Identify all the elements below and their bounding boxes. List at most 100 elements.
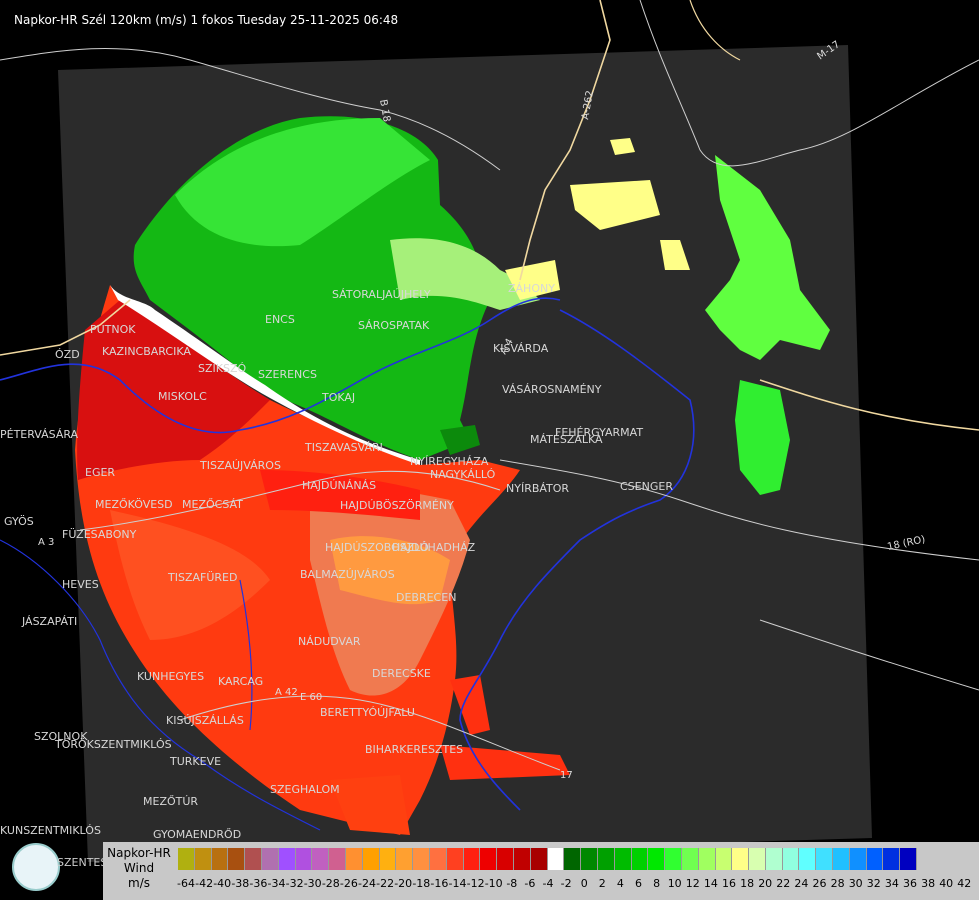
legend-tick: 36 [903,877,917,890]
city-szerencs: SZERENCS [258,368,317,381]
legend-swatch [799,848,817,870]
map-title: Napkor-HR Szél 120km (m/s) 1 fokos Tuesd… [14,13,399,27]
legend-swatch [816,848,834,870]
city-kunszentmiklos: KUNSZENTMIKLÓS [0,824,101,837]
city-karcag: KARCAG [218,675,263,688]
legend-swatch [782,848,800,870]
legend-swatch [849,848,867,870]
legend-swatch [665,848,682,870]
legend-swatch [396,848,414,870]
road-a3: A 3 [38,537,54,548]
legend-swatch [211,848,229,870]
city-nadudvar: NÁDUDVAR [298,635,361,648]
legend-swatch [429,848,447,870]
legend-tick: -18 [412,877,431,890]
city-kisujszallas: KISÚJSZÁLLÁS [166,714,244,727]
legend-tick: 40 [939,877,954,890]
legend-swatch [312,848,330,870]
city-torokszentmiklos: TÖRÖKSZENTMIKLÓS [54,738,172,751]
legend-swatch [715,848,733,870]
legend-tick: -28 [321,877,340,890]
legend-tick: -64 [177,877,195,890]
legend-swatch [883,848,901,870]
city-szolnok: SZOLNOK [34,730,88,743]
legend-tick: -32 [285,877,304,890]
city-nyiregyhaza: NYÍREGYHÁZA [410,455,489,468]
city-tokaj: TOKAJ [321,391,355,404]
legend-unit: m/s [128,876,150,890]
wind-legend: Napkor-HR Wind m/s -64 -42 -40 -38 -36 -34 -32… [103,842,979,900]
city-gyomaendrod: GYOMAENDRŐD [153,827,241,841]
city-vasarosnameny: VÁSÁROSNAMÉNY [502,383,602,396]
legend-swatch [329,848,346,870]
legend-swatch [900,848,918,870]
legend-tick: -16 [430,877,449,890]
legend-swatch [765,848,783,870]
city-kisvarda: KISVÁRDA [493,342,549,355]
legend-swatch [278,848,296,870]
city-balmazujvaros: BALMAZÚJVÁROS [300,568,395,581]
city-miskolc: MISKOLC [158,390,207,403]
legend-tick: 24 [794,877,809,890]
city-kazincbarcika: KAZINCBARCIKA [102,345,191,358]
legend-swatch [261,848,279,870]
legend-tick: 18 [740,877,755,890]
legend-swatch [597,848,615,870]
legend-swatch [345,848,363,870]
city-mateszalka: MÁTÉSZALKA [530,433,603,446]
legend-swatch [581,848,598,870]
legend-tick: -22 [376,877,395,890]
legend-tick: 12 [685,877,700,890]
legend-swatch [631,848,649,870]
legend-title-line1: Napkor-HR [107,846,171,860]
city-nagykallo: NAGYKÁLLÓ [430,468,496,481]
legend-tick: 2 [598,877,606,890]
city-nyirbator: NYÍRBÁTOR [506,482,569,495]
city-szikszo: SZIKSZÓ [198,362,246,375]
legend-tick: -24 [358,877,376,890]
legend-swatch [547,848,565,870]
legend-tick: -30 [303,877,322,890]
legend-tick: 4 [616,877,624,890]
legend-tick: 20 [758,877,773,890]
legend-tick: 38 [921,877,936,890]
legend-tick: -36 [249,877,268,890]
legend-tick: 6 [635,877,642,890]
legend-swatch [194,848,212,870]
city-hajduszoboszlo: HAJDÚSZOBOSZLÓ [325,541,429,554]
legend-swatch [362,848,380,870]
legend-tick: -40 [213,877,232,890]
city-mezocsat: MEZŐCSÁT [182,497,243,511]
city-mezotur: MEZŐTÚR [143,794,198,808]
road-b18: B 18 [377,99,392,123]
city-fuzesabony: FÜZESABONY [62,528,137,541]
city-biharkeresztes: BIHARKERESZTES [365,743,463,756]
legend-tick: 16 [722,877,736,890]
napkor-logo [12,843,60,891]
city-tiszaujvaros: TISZAÚJVÁROS [199,459,281,472]
legend-tick: -26 [339,877,358,890]
city-ozd: ÓZD [55,348,80,361]
legend-swatch [463,848,481,870]
legend-tick: -20 [394,877,413,890]
city-debrecen: DEBRECEN [396,591,456,604]
legend-swatch [681,848,699,870]
legend-swatch [749,848,766,870]
legend-tick: 22 [776,877,791,890]
legend-tick: 26 [812,877,827,890]
city-encs: ENCS [265,313,295,326]
city-hajduhadhaz: HAJDÚHADHÁZ [392,541,476,554]
legend-tick: -42 [195,877,214,890]
city-csenger: CSENGER [620,480,673,493]
legend-swatch [379,848,397,870]
legend-tick: -8 [506,877,518,890]
legend-tick: 32 [866,877,881,890]
road-a42: A 42 [275,687,298,698]
city-szeghalom: SZEGHALOM [270,783,340,796]
city-hajduboszormeny: HAJDÚBÖSZÖRMÉNY [340,499,454,512]
legend-swatch [732,848,750,870]
legend-ticks: -64 -42 -40 -38 -36 -34 -32 -30 -28 -26 -24 -22 -20-… [177,877,978,893]
legend-tick: -10 [484,877,503,890]
legend-swatch [513,848,531,870]
